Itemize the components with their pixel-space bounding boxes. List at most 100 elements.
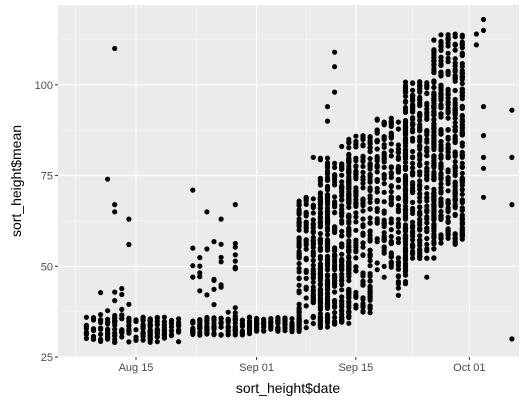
data-point <box>438 44 444 51</box>
data-point <box>459 93 465 99</box>
data-point <box>346 175 352 181</box>
data-point <box>324 118 331 124</box>
data-point <box>424 195 430 201</box>
data-point <box>417 178 423 184</box>
data-point <box>388 233 394 240</box>
data-point <box>346 308 352 315</box>
data-point <box>98 331 104 337</box>
data-point <box>388 153 394 159</box>
data-point <box>452 75 458 81</box>
data-point <box>424 191 430 197</box>
data-point <box>431 50 437 56</box>
data-point <box>346 218 352 224</box>
data-point <box>480 16 487 23</box>
data-point <box>360 157 366 163</box>
data-point <box>445 218 451 224</box>
data-point <box>339 264 345 270</box>
data-point <box>339 203 345 209</box>
data-point <box>339 298 345 304</box>
data-point <box>445 127 451 133</box>
data-point <box>83 331 89 337</box>
data-point <box>445 105 451 111</box>
data-point <box>310 217 316 223</box>
data-point <box>317 214 323 220</box>
data-point <box>374 239 380 245</box>
data-point <box>410 93 416 99</box>
data-point <box>424 153 430 159</box>
data-point <box>353 268 359 274</box>
data-point <box>402 225 409 231</box>
data-point <box>133 327 139 333</box>
x-axis-title: sort_height$date <box>236 380 341 396</box>
data-point <box>119 286 125 292</box>
data-point <box>119 334 125 340</box>
data-point <box>197 263 203 269</box>
data-point <box>218 241 224 247</box>
data-point <box>445 228 451 234</box>
data-point <box>431 84 437 91</box>
data-point <box>296 202 302 209</box>
data-point <box>112 298 118 304</box>
data-point <box>417 233 423 239</box>
data-point <box>381 175 387 182</box>
data-point <box>452 196 458 202</box>
data-point <box>374 169 380 175</box>
data-point <box>417 172 423 178</box>
data-point <box>310 257 316 264</box>
data-point <box>417 144 423 150</box>
data-point <box>480 104 487 110</box>
data-point <box>289 316 295 322</box>
data-point <box>438 163 444 169</box>
data-point <box>211 276 217 282</box>
data-point <box>353 155 359 161</box>
data-point <box>239 322 245 328</box>
data-point <box>388 239 394 245</box>
data-point <box>395 236 401 242</box>
data-point <box>438 209 444 215</box>
data-point <box>346 186 352 192</box>
data-point <box>324 273 331 280</box>
data-point <box>374 260 380 266</box>
data-point <box>438 90 444 96</box>
data-point <box>147 330 153 337</box>
data-point <box>381 230 387 236</box>
data-point <box>367 215 373 221</box>
data-point <box>346 248 352 254</box>
data-point <box>353 237 359 243</box>
data-point <box>324 104 331 110</box>
data-point <box>296 290 302 296</box>
data-point <box>360 169 366 175</box>
data-point <box>388 141 394 147</box>
data-point <box>254 317 260 323</box>
data-point <box>438 216 444 222</box>
data-point <box>303 255 309 261</box>
data-point <box>431 238 437 244</box>
data-point <box>112 289 118 295</box>
data-point <box>133 337 139 343</box>
data-point <box>296 317 302 323</box>
data-point <box>303 284 309 290</box>
data-point <box>395 156 401 162</box>
data-point <box>296 261 302 267</box>
data-point <box>360 240 366 246</box>
data-point <box>395 126 401 132</box>
data-point <box>112 209 118 215</box>
data-point <box>417 211 423 218</box>
data-point <box>395 229 401 235</box>
data-point <box>310 205 316 211</box>
data-point <box>452 31 458 37</box>
data-point <box>424 165 430 171</box>
data-point <box>332 310 338 316</box>
data-point <box>310 154 316 160</box>
data-point <box>459 164 465 170</box>
data-point <box>381 223 387 230</box>
data-point <box>424 203 430 209</box>
data-point <box>310 253 316 259</box>
data-point <box>402 93 409 99</box>
data-point <box>360 142 366 148</box>
data-point <box>317 196 323 202</box>
data-point <box>395 292 401 298</box>
data-point <box>310 262 316 268</box>
data-point <box>374 267 380 273</box>
data-point <box>417 128 423 134</box>
